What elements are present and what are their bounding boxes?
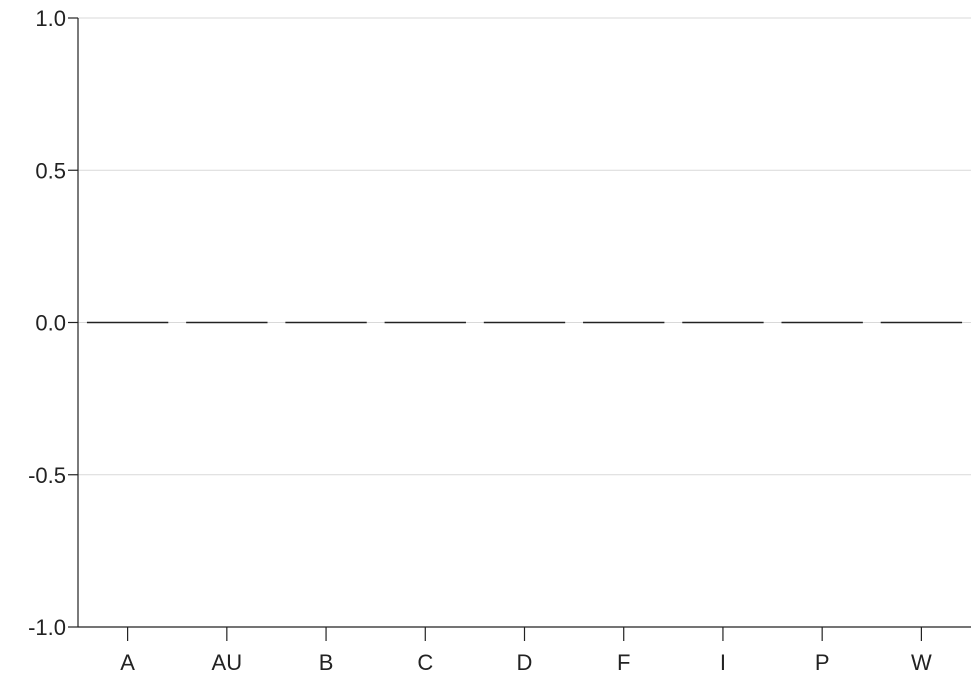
y-tick-label: -1.0 xyxy=(28,615,66,640)
y-tick-label: 1.0 xyxy=(35,6,66,31)
y-tick-label: 0.0 xyxy=(35,311,66,336)
x-tick-label: C xyxy=(417,650,433,675)
x-tick-label: I xyxy=(720,650,726,675)
grid-lines xyxy=(78,18,971,475)
x-tick-label: D xyxy=(517,650,533,675)
x-tick-label: AU xyxy=(212,650,243,675)
x-tick-label: W xyxy=(911,650,932,675)
x-tick-label: A xyxy=(120,650,135,675)
x-tick-label: F xyxy=(617,650,630,675)
x-tick-label: B xyxy=(319,650,334,675)
x-axis-ticks: A AU B C D F I P W xyxy=(120,627,932,675)
y-axis-ticks: 1.0 0.5 0.0 -0.5 -1.0 xyxy=(28,6,78,640)
y-tick-label: 0.5 xyxy=(35,158,66,183)
y-tick-label: -0.5 xyxy=(28,463,66,488)
x-tick-label: P xyxy=(815,650,830,675)
